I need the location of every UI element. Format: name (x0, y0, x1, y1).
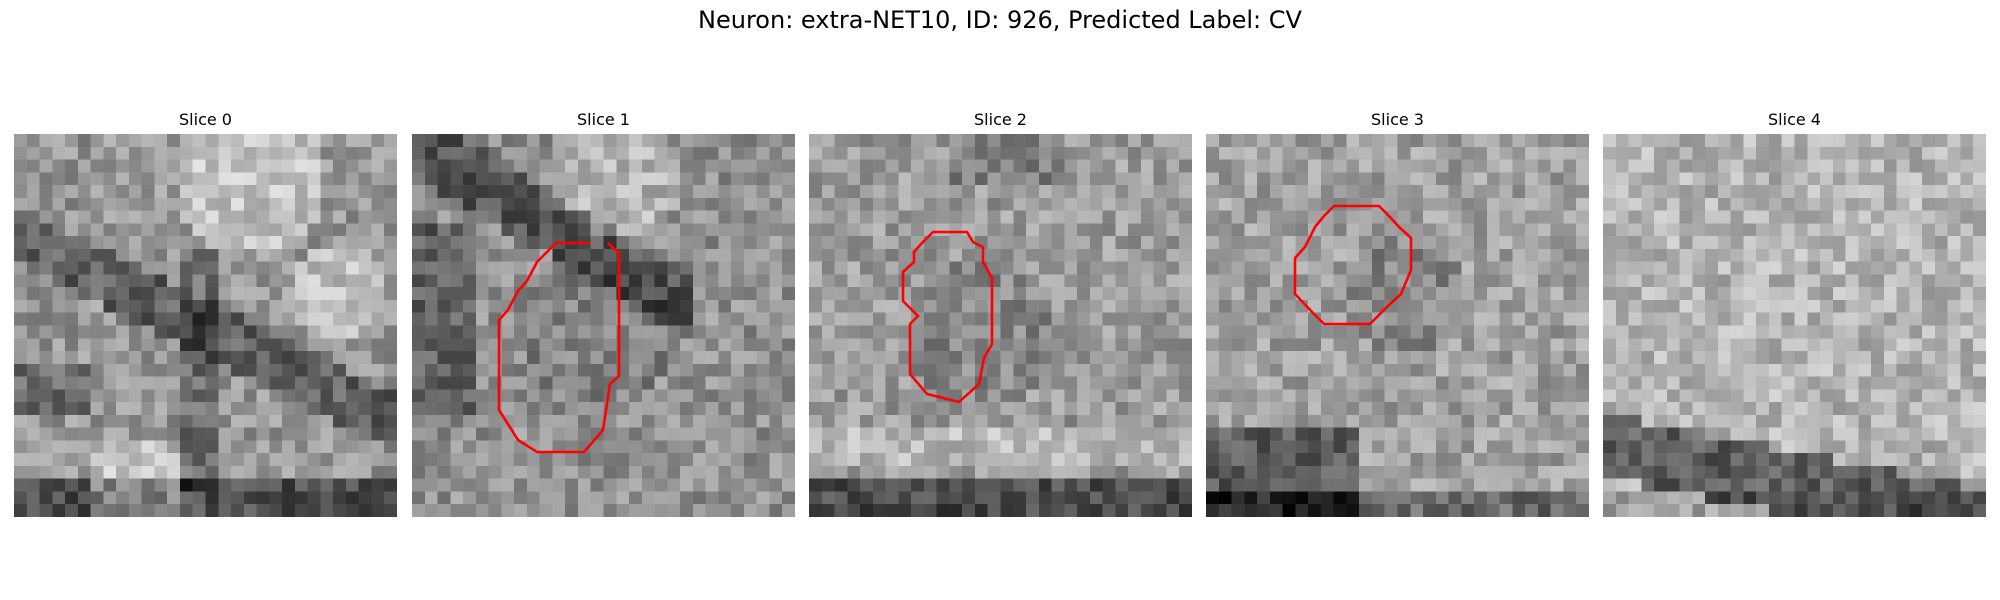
slice-panel-3: Slice 3 (1206, 108, 1589, 517)
slice-panel-1: Slice 1 (412, 108, 795, 517)
slice-image (14, 134, 397, 517)
contour-line (497, 241, 621, 454)
slice-image (1206, 134, 1589, 517)
slice-image (1603, 134, 1986, 517)
grayscale-slice-image (412, 134, 795, 517)
slice-panel-0: Slice 0 (14, 108, 397, 517)
slice-title: Slice 4 (1768, 110, 1821, 129)
slice-image (412, 134, 795, 517)
slice-image (809, 134, 1192, 517)
contour-line (901, 230, 994, 404)
segmentation-contour (1293, 204, 1413, 326)
slice-panel-4: Slice 4 (1603, 108, 1986, 517)
grayscale-slice-image (14, 134, 397, 517)
slice-title: Slice 0 (179, 110, 232, 129)
slice-title: Slice 3 (1371, 110, 1424, 129)
slice-title: Slice 1 (577, 110, 630, 129)
segmentation-contour (901, 230, 994, 404)
slice-panel-2: Slice 2 (809, 108, 1192, 517)
grayscale-slice-image (809, 134, 1192, 517)
figure-title: Neuron: extra-NET10, ID: 926, Predicted … (698, 6, 1302, 34)
grayscale-slice-image (1206, 134, 1589, 517)
contour-line (1293, 204, 1413, 326)
slice-title: Slice 2 (974, 110, 1027, 129)
segmentation-contour (497, 241, 621, 454)
grayscale-slice-image (1603, 134, 1986, 517)
